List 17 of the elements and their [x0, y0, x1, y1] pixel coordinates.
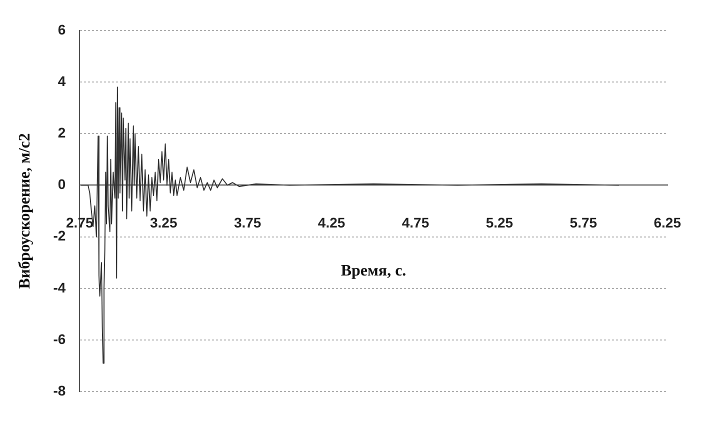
y-tick-label: -4: [53, 279, 66, 296]
y-tick-label: -2: [53, 228, 66, 244]
x-tick-label: 5.25: [486, 214, 514, 230]
x-tick-label: 3.75: [234, 214, 262, 230]
x-tick-label: 5.75: [570, 214, 598, 230]
y-tick-label: 2: [58, 124, 66, 140]
y-tick-label: 4: [58, 72, 66, 89]
y-tick-label: -6: [53, 330, 66, 347]
x-axis-title: Время, с.: [340, 262, 406, 280]
x-tick-label: 3.25: [150, 214, 178, 230]
y-axis-title: Виброускорение, м/с2: [16, 133, 34, 289]
x-tick-label: 4.25: [318, 214, 346, 230]
x-tick-label: 4.75: [402, 214, 430, 230]
y-tick-label: -8: [53, 382, 66, 398]
x-tick-label: 6.25: [654, 214, 682, 230]
y-tick-label: 0: [58, 176, 66, 192]
y-tick-label: 6: [58, 21, 66, 38]
